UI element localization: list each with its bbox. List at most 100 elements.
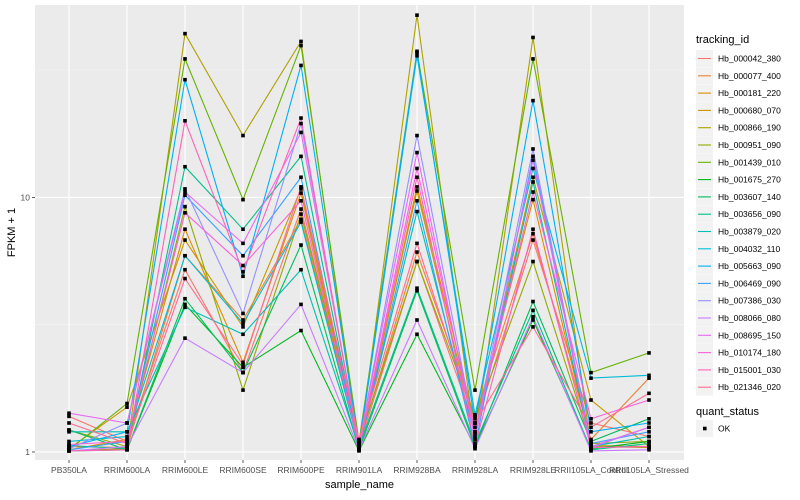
data-point	[473, 425, 477, 430]
data-point	[415, 250, 419, 254]
data-point	[183, 77, 187, 82]
data-point	[241, 270, 245, 274]
data-point	[299, 187, 303, 191]
data-point	[415, 150, 419, 155]
data-point	[473, 412, 477, 417]
data-point	[415, 189, 419, 193]
data-point	[183, 336, 187, 340]
data-point	[357, 437, 361, 442]
legend-item: Hb_008695_150	[696, 326, 781, 344]
x-tick-label: RRIM928BA	[393, 465, 441, 475]
data-point	[647, 425, 651, 430]
data-point	[241, 325, 245, 329]
data-point	[241, 263, 245, 268]
legend-item: Hb_008066_080	[696, 309, 781, 327]
legend-item: Hb_000866_190	[696, 119, 781, 137]
data-point	[125, 441, 129, 446]
data-point	[531, 197, 535, 202]
legend-label: Hb_008066_080	[718, 313, 781, 323]
data-point	[415, 198, 419, 203]
data-points	[67, 13, 651, 453]
y-tick-label: 1	[25, 447, 30, 457]
data-point	[589, 441, 593, 446]
data-point	[415, 166, 419, 171]
data-point	[473, 416, 477, 421]
legend-label: Hb_021346_020	[718, 382, 781, 392]
data-point	[183, 267, 187, 272]
data-point	[125, 401, 129, 406]
legend-shape-item: OK	[696, 420, 731, 437]
data-point	[357, 446, 361, 451]
data-point	[241, 274, 245, 279]
data-point	[531, 238, 535, 242]
data-point	[531, 190, 535, 194]
data-point	[415, 209, 419, 214]
data-point	[183, 187, 187, 191]
x-axis: PB350LA RRIM600LA RRIM600LE RRIM600SE RRIM60…	[51, 460, 689, 475]
legend-label: Hb_000181_220	[718, 88, 781, 98]
data-point	[589, 416, 593, 421]
data-point	[183, 190, 187, 194]
data-point	[473, 431, 477, 436]
data-point	[241, 370, 245, 375]
data-point	[531, 325, 535, 329]
data-point	[647, 391, 651, 396]
data-point	[299, 121, 303, 126]
x-axis-title: sample_name	[325, 479, 394, 491]
legend-item: Hb_000181_220	[696, 84, 781, 102]
data-point	[647, 439, 651, 444]
data-point	[299, 43, 303, 48]
data-point	[299, 243, 303, 247]
data-point	[415, 288, 419, 293]
x-tick-label: RRIM901LA	[336, 465, 383, 475]
data-point	[67, 449, 71, 453]
x-tick-label: RRII105LA_Stressed	[609, 465, 689, 475]
data-point	[531, 57, 535, 61]
y-axis: 1 10	[21, 192, 35, 457]
data-point	[647, 351, 651, 355]
data-point	[473, 437, 477, 442]
x-tick-label: RRIM600LE	[162, 465, 209, 475]
data-point	[531, 98, 535, 103]
data-point	[67, 446, 71, 451]
legend-label: Hb_004032_110	[718, 244, 781, 254]
data-point	[183, 302, 187, 307]
data-point	[67, 411, 71, 416]
data-point	[531, 180, 535, 184]
legend-label: Hb_001675_270	[718, 175, 781, 185]
data-point	[531, 35, 535, 40]
data-point	[67, 442, 71, 447]
legend-shape-title: quant_status	[696, 406, 759, 418]
data-point	[299, 267, 303, 272]
x-tick-label: PB350LA	[51, 465, 87, 475]
data-point	[67, 444, 71, 449]
data-point	[415, 286, 419, 290]
data-point	[415, 241, 419, 246]
data-point	[183, 238, 187, 242]
legend-item: Hb_006469_090	[696, 274, 781, 292]
data-point	[647, 434, 651, 439]
data-point	[125, 421, 129, 425]
data-point	[183, 193, 187, 198]
data-point	[415, 13, 419, 17]
legend-item: Hb_004032_110	[696, 240, 781, 258]
data-point	[299, 198, 303, 203]
data-point	[473, 421, 477, 425]
legend-label: Hb_000866_190	[718, 123, 781, 133]
legend-label: Hb_015001_030	[718, 365, 781, 375]
legend-label: Hb_003656_090	[718, 209, 781, 219]
x-tick-label: RRIM600SE	[219, 465, 267, 475]
data-point	[299, 185, 303, 189]
legend-item: Hb_003879_020	[696, 223, 781, 240]
data-point	[357, 439, 361, 444]
data-point	[473, 443, 477, 448]
legend-label: Hb_003607_140	[718, 192, 781, 202]
data-point	[589, 425, 593, 430]
data-point	[647, 447, 651, 452]
data-point	[531, 227, 535, 232]
y-axis-title: FPKM + 1	[6, 208, 18, 257]
data-point	[299, 130, 303, 135]
legend-item: Hb_005663_090	[696, 257, 781, 275]
data-point	[125, 447, 129, 452]
data-point	[415, 50, 419, 55]
